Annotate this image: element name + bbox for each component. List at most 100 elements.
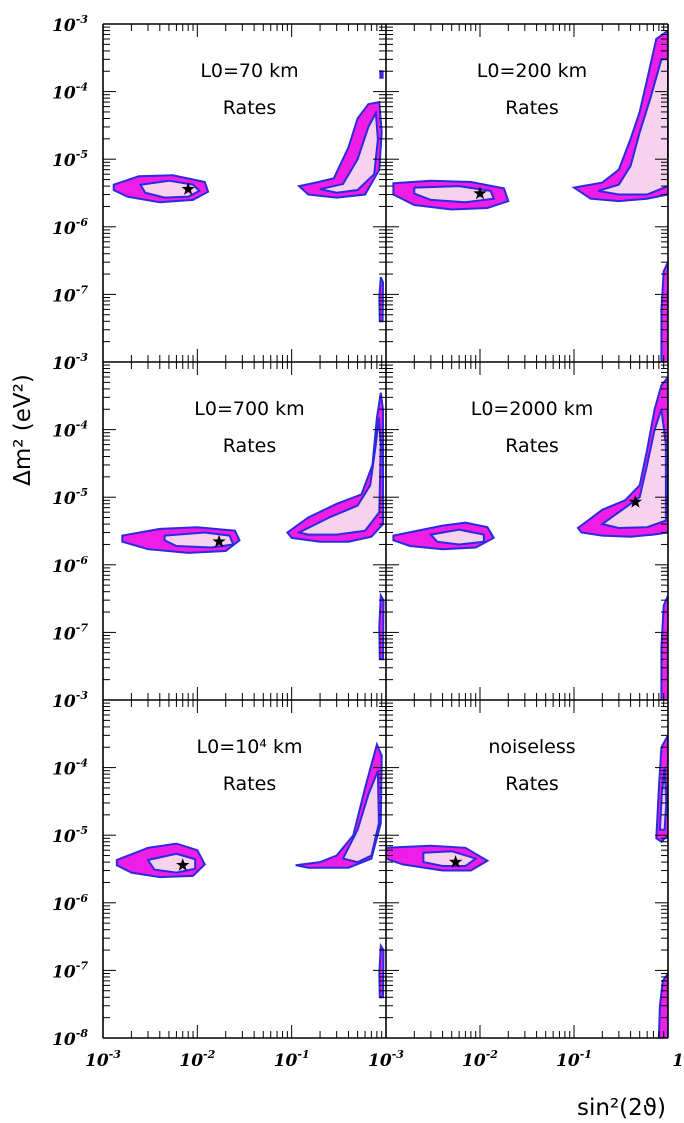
y-tick-label: 10-4 <box>52 757 88 780</box>
tick-label-exponent: -1 <box>580 1048 592 1061</box>
panel-5 <box>115 741 385 999</box>
tick-label-exponent: -5 <box>76 824 88 837</box>
tick-label-exponent: -3 <box>76 689 89 702</box>
panel-regions <box>392 375 668 700</box>
panel-title: L0=2000 km <box>471 398 594 420</box>
x-tick-label: 10-1 <box>556 1048 592 1071</box>
tick-label-base: 10 <box>52 219 76 239</box>
tick-label-base: 10 <box>179 1051 203 1071</box>
panel-2 <box>392 29 668 362</box>
x-tick-label: 10-2 <box>179 1048 215 1071</box>
tick-label-base: 10 <box>85 1051 109 1071</box>
tick-label-exponent: -3 <box>109 1048 122 1061</box>
tick-label-exponent: -4 <box>76 419 88 432</box>
best-fit-star <box>628 495 643 508</box>
tick-label-base: 10 <box>52 692 76 712</box>
panel-regions <box>121 392 385 661</box>
panel-title: L0=10⁴ km <box>197 736 303 758</box>
tick-label-exponent: -2 <box>203 1048 216 1061</box>
outer-confidence-region <box>378 592 385 661</box>
tick-label-base: 1 <box>672 1051 684 1071</box>
inner-confidence-region <box>422 850 478 867</box>
y-tick-label: 10-6 <box>52 892 88 915</box>
panel-subtitle: Rates <box>223 773 276 795</box>
outer-confidence-region <box>660 261 668 362</box>
inner-confidence-region <box>428 528 485 546</box>
panel-3 <box>121 392 385 661</box>
x-tick-label: 1 <box>672 1051 684 1071</box>
tick-label-base: 10 <box>52 962 76 982</box>
tick-label-exponent: -3 <box>392 1048 405 1061</box>
y-tick-label: 10-6 <box>52 554 88 577</box>
tick-label-base: 10 <box>52 286 76 306</box>
y-tick-label: 10-5 <box>52 824 88 847</box>
tick-label-base: 10 <box>52 84 76 104</box>
tick-label-exponent: -7 <box>76 959 89 972</box>
tick-label-base: 10 <box>462 1051 486 1071</box>
inner-confidence-region <box>413 185 496 204</box>
x-tick-label: 10-1 <box>274 1048 310 1071</box>
panel-title: L0=70 km <box>200 60 298 82</box>
axes-layer <box>102 23 669 1039</box>
labels-layer: L0=70 km Rates L0=200 km Rates L0=700 km Rate… <box>52 13 684 1071</box>
tick-label-base: 10 <box>52 827 76 847</box>
tick-label-base: 10 <box>368 1051 392 1071</box>
tick-label-base: 10 <box>556 1051 580 1071</box>
tick-label-base: 10 <box>274 1051 298 1071</box>
tick-label-exponent: -2 <box>486 1048 499 1061</box>
tick-label-base: 10 <box>52 422 76 442</box>
tick-label-exponent: -7 <box>76 621 89 634</box>
panel-title: noiseless <box>488 736 575 758</box>
tick-label-base: 10 <box>52 1030 76 1050</box>
outer-confidence-region <box>379 70 384 79</box>
inner-confidence-region <box>296 417 382 536</box>
tick-label-exponent: -3 <box>76 13 89 26</box>
x-tick-label: 10-2 <box>462 1048 498 1071</box>
y-tick-label: 10-8 <box>52 1027 88 1050</box>
inner-confidence-region <box>341 770 380 864</box>
tick-label-base: 10 <box>52 489 76 509</box>
panel-subtitle: Rates <box>223 435 276 457</box>
best-fit-star <box>181 182 195 195</box>
panel-subtitle: Rates <box>505 773 558 795</box>
best-fit-star <box>176 858 190 871</box>
inner-confidence-region <box>319 109 379 194</box>
tick-label-exponent: -6 <box>76 216 89 229</box>
panel-title: L0=200 km <box>477 60 587 82</box>
tick-label-exponent: -3 <box>76 351 89 364</box>
tick-label-exponent: -5 <box>76 148 88 161</box>
y-tick-label: 10-5 <box>52 148 88 171</box>
tick-label-exponent: -1 <box>297 1048 309 1061</box>
tick-label-base: 10 <box>52 151 76 171</box>
inner-confidence-region <box>597 58 668 196</box>
tick-label-exponent: -8 <box>76 1027 89 1040</box>
tick-label-base: 10 <box>52 354 76 374</box>
y-tick-label: 10-3 <box>52 13 88 36</box>
panel-subtitle: Rates <box>223 97 276 119</box>
panels-layer <box>112 29 668 1038</box>
x-tick-label: 10-3 <box>85 1048 121 1071</box>
inner-confidence-region <box>658 767 668 831</box>
tick-label-base: 10 <box>52 16 76 36</box>
tick-label-exponent: -7 <box>76 283 89 296</box>
y-axis-title: Δm² (eV²) <box>10 374 36 486</box>
outer-confidence-region <box>378 942 385 999</box>
tick-label-exponent: -6 <box>76 892 89 905</box>
x-tick-label: 10-3 <box>368 1048 404 1071</box>
y-tick-label: 10-4 <box>52 419 88 442</box>
y-tick-label: 10-3 <box>52 351 88 374</box>
tick-label-base: 10 <box>52 624 76 644</box>
y-tick-label: 10-7 <box>52 959 88 982</box>
tick-label-base: 10 <box>52 760 76 780</box>
y-tick-label: 10-6 <box>52 216 88 239</box>
panel-title: L0=700 km <box>194 398 304 420</box>
best-fit-star <box>212 534 226 548</box>
panel-4 <box>392 375 668 700</box>
y-tick-label: 10-7 <box>52 283 88 306</box>
tick-label-base: 10 <box>52 895 76 915</box>
panel-subtitle: Rates <box>505 435 558 457</box>
best-fit-star <box>448 855 463 868</box>
y-tick-label: 10-3 <box>52 689 88 712</box>
y-tick-label: 10-4 <box>52 81 88 104</box>
